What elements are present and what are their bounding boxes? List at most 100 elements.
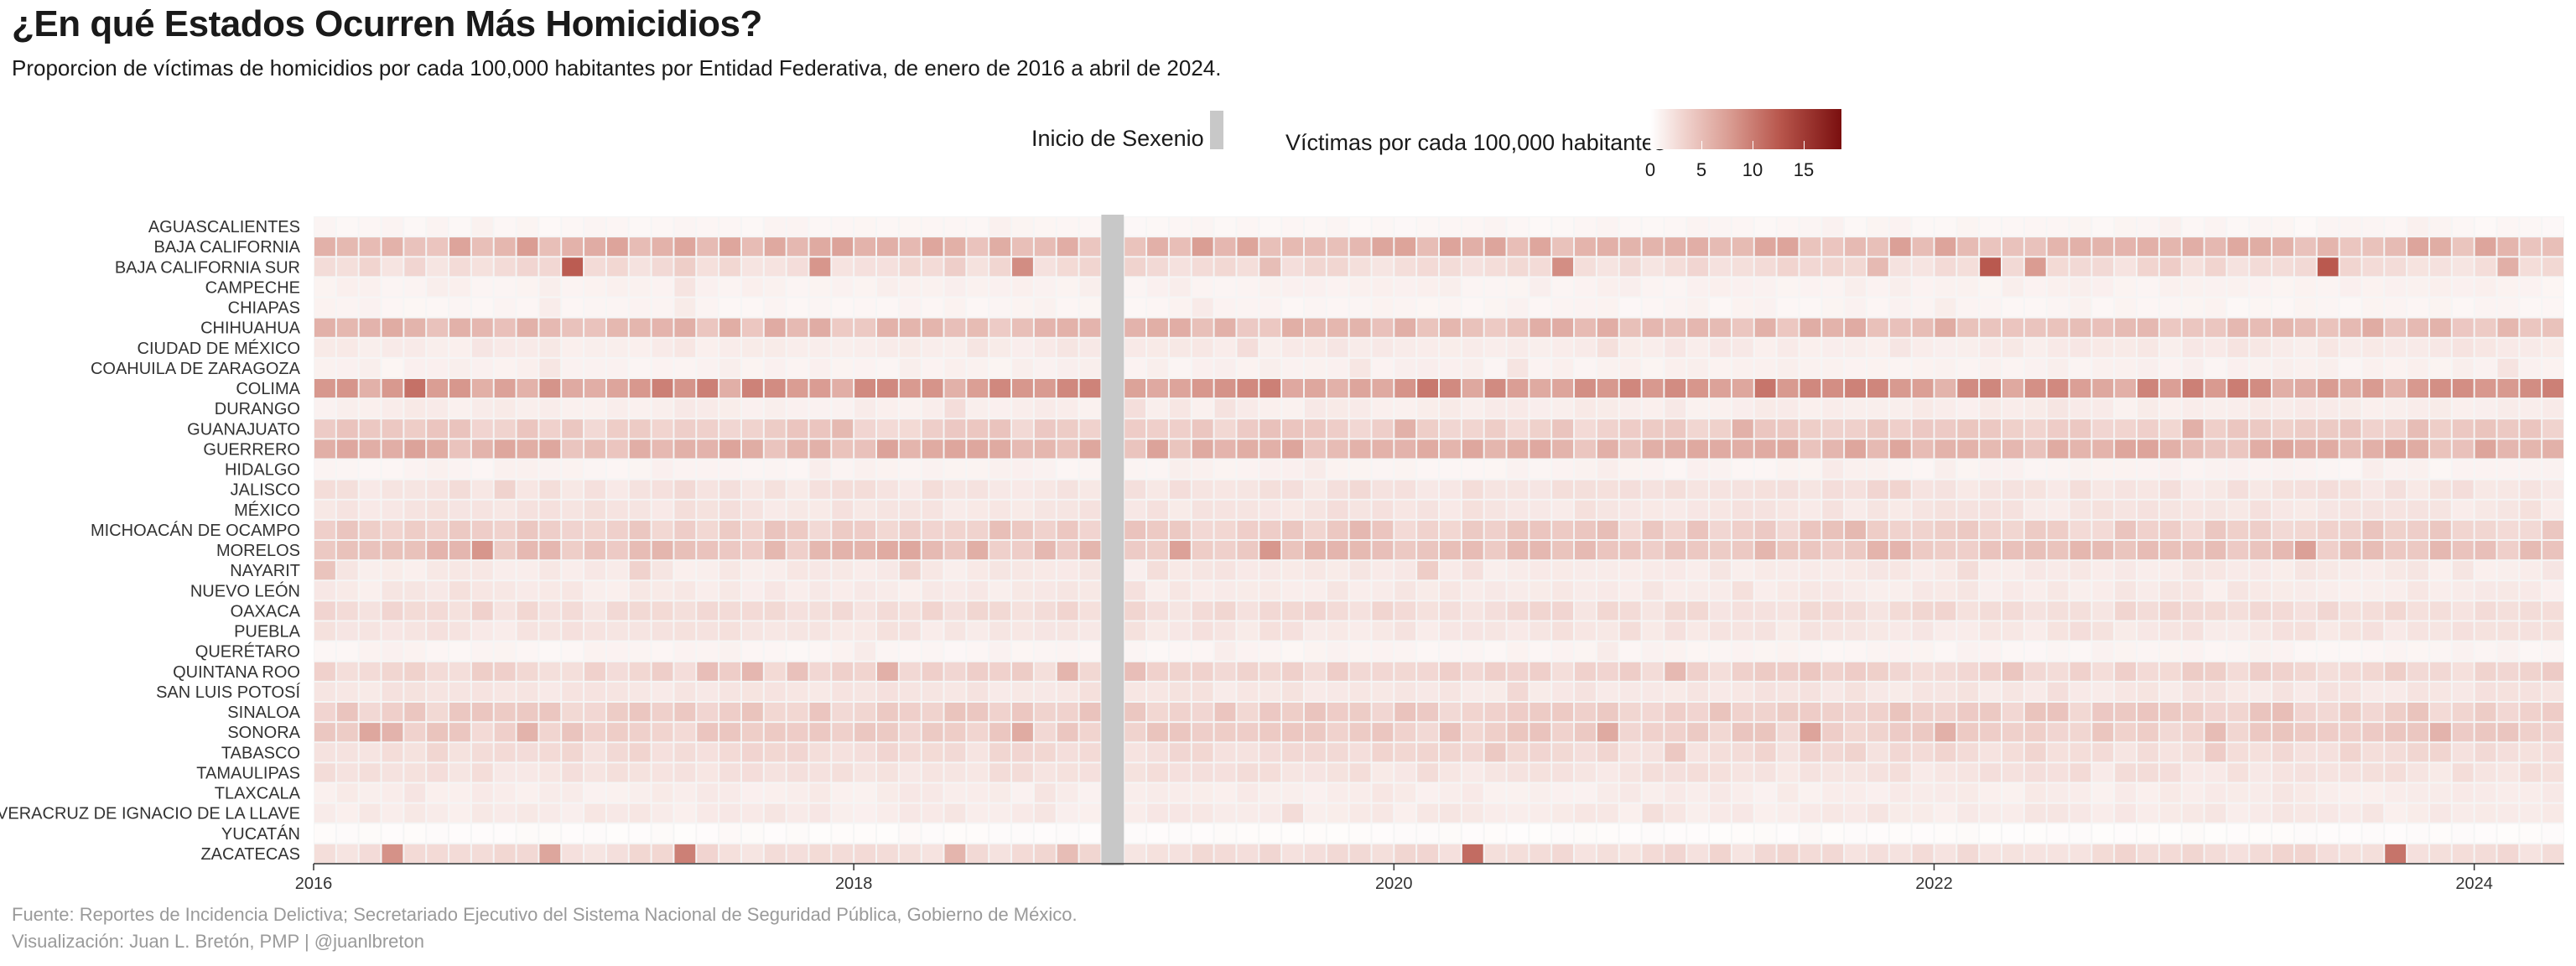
heatmap-cell xyxy=(2115,460,2137,479)
heatmap-cell xyxy=(1124,278,1146,297)
heatmap-cell xyxy=(1282,217,1303,236)
heatmap-cell xyxy=(2024,723,2046,742)
heatmap-cell xyxy=(1192,803,1213,823)
heatmap-cell xyxy=(2002,520,2023,540)
heatmap-cell xyxy=(2520,480,2542,499)
heatmap-cell xyxy=(2429,379,2451,398)
heatmap-cell xyxy=(2407,561,2428,580)
heatmap-cell xyxy=(2475,541,2496,560)
heatmap-cell xyxy=(2182,257,2204,277)
state-label: QUERÉTARO xyxy=(195,642,300,662)
heatmap-cell xyxy=(1575,723,1596,742)
heatmap-cell xyxy=(1710,763,1731,782)
heatmap-cell xyxy=(922,278,943,297)
heatmap-cell xyxy=(741,257,763,277)
heatmap-cell xyxy=(741,480,763,499)
heatmap-cell xyxy=(652,581,673,600)
heatmap-cell xyxy=(2047,318,2069,337)
heatmap-cell xyxy=(449,581,470,600)
heatmap-cell xyxy=(2452,682,2474,702)
heatmap-cell xyxy=(2362,844,2384,864)
heatmap-cell xyxy=(1980,763,2001,782)
legend-color-label: Víctimas por cada 100,000 habitantes xyxy=(1285,130,1666,155)
heatmap-cell xyxy=(1192,783,1213,802)
heatmap-cell xyxy=(1192,419,1213,439)
heatmap-cell xyxy=(2205,399,2226,418)
heatmap-cell xyxy=(2047,500,2069,519)
heatmap-cell xyxy=(427,460,449,479)
heatmap-cell xyxy=(2205,823,2226,843)
heatmap-cell xyxy=(2429,621,2451,641)
heatmap-cell xyxy=(2475,723,2496,742)
heatmap-cell xyxy=(741,662,763,681)
heatmap-cell xyxy=(336,399,358,418)
heatmap-cell xyxy=(1147,641,1168,661)
heatmap-cell xyxy=(2542,703,2563,722)
heatmap-cell xyxy=(449,338,470,357)
heatmap-cell xyxy=(2294,237,2316,257)
heatmap-cell xyxy=(2137,379,2158,398)
heatmap-cell xyxy=(404,298,426,317)
heatmap-cell xyxy=(382,541,403,560)
heatmap-cell xyxy=(2497,703,2519,722)
heatmap-cell xyxy=(2497,480,2519,499)
heatmap-cell xyxy=(2497,399,2519,418)
heatmap-cell xyxy=(314,823,335,843)
heatmap-cell xyxy=(1259,419,1281,439)
heatmap-cell xyxy=(719,358,740,378)
state-label: TAMAULIPAS xyxy=(196,764,300,782)
heatmap-cell xyxy=(2137,338,2158,357)
heatmap-cell xyxy=(2047,257,2069,277)
heatmap-cell xyxy=(2294,723,2316,742)
heatmap-cell xyxy=(1710,581,1731,600)
heatmap-cell xyxy=(1079,541,1101,560)
heatmap-cell xyxy=(877,743,898,762)
heatmap-cell xyxy=(1462,318,1483,337)
heatmap-cell xyxy=(967,763,989,782)
heatmap-cell xyxy=(787,257,808,277)
heatmap-cell xyxy=(1957,500,1979,519)
heatmap-cell xyxy=(1754,682,1776,702)
heatmap-cell xyxy=(854,257,875,277)
heatmap-cell xyxy=(1665,298,1686,317)
heatmap-cell xyxy=(562,318,584,337)
heatmap-cell xyxy=(2159,823,2181,843)
heatmap-cell xyxy=(2542,500,2563,519)
heatmap-cell xyxy=(584,682,605,702)
heatmap-cell xyxy=(1642,541,1664,560)
heatmap-cell xyxy=(1147,439,1168,459)
heatmap-cell xyxy=(2137,520,2158,540)
heatmap-cell xyxy=(1957,581,1979,600)
heatmap-cell xyxy=(2272,358,2293,378)
heatmap-cell xyxy=(359,500,381,519)
heatmap-cell xyxy=(1034,278,1056,297)
heatmap-cell xyxy=(2182,237,2204,257)
heatmap-cell xyxy=(1417,419,1438,439)
heatmap-cell xyxy=(764,823,786,843)
heatmap-cell xyxy=(2047,581,2069,600)
heatmap-cell xyxy=(1619,641,1641,661)
heatmap-cell xyxy=(1349,561,1371,580)
heatmap-cell xyxy=(1372,723,1394,742)
heatmap-cell xyxy=(2205,520,2226,540)
heatmap-cell xyxy=(989,460,1011,479)
heatmap-cell xyxy=(1034,601,1056,621)
heatmap-cell xyxy=(1597,581,1618,600)
heatmap-cell xyxy=(719,621,740,641)
heatmap-cell xyxy=(1912,298,1934,317)
heatmap-cell xyxy=(899,520,921,540)
heatmap-cell xyxy=(1349,338,1371,357)
heatmap-cell xyxy=(809,480,831,499)
heatmap-cell xyxy=(2272,783,2293,802)
heatmap-cell xyxy=(1597,823,1618,843)
heatmap-cell xyxy=(1575,541,1596,560)
heatmap-cell xyxy=(2407,278,2428,297)
heatmap-cell xyxy=(314,641,335,661)
heatmap-cell xyxy=(562,763,584,782)
heatmap-cell xyxy=(1462,682,1483,702)
heatmap-cell xyxy=(1012,682,1033,702)
heatmap-cell xyxy=(1327,520,1348,540)
heatmap-cell xyxy=(1912,439,1934,459)
heatmap-cell xyxy=(2002,621,2023,641)
heatmap-cell xyxy=(517,399,538,418)
